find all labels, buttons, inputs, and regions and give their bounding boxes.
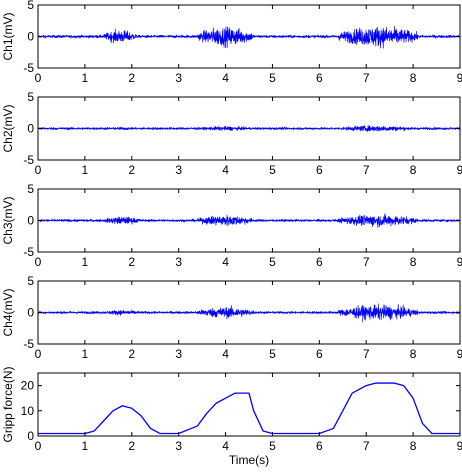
x-tick-label: 6 <box>316 439 323 453</box>
x-tick-label: 2 <box>128 163 135 177</box>
x-tick-label: 5 <box>269 439 276 453</box>
x-tick-label: 3 <box>175 71 182 85</box>
y-tick-label: 0 <box>27 306 34 320</box>
x-tick-label: 6 <box>316 347 323 361</box>
x-tick-label: 7 <box>363 71 370 85</box>
x-axis-label: Time(s) <box>229 453 269 467</box>
y-tick-label: 10 <box>21 404 35 418</box>
x-tick-label: 4 <box>222 439 229 453</box>
x-tick-label: 8 <box>410 347 417 361</box>
y-axis-label: Ch3(mV) <box>1 196 15 244</box>
x-tick-label: 0 <box>35 71 42 85</box>
x-tick-label: 8 <box>410 71 417 85</box>
series-line <box>38 25 460 49</box>
series-line <box>38 213 460 228</box>
x-tick-label: 3 <box>175 163 182 177</box>
x-tick-label: 1 <box>82 71 89 85</box>
y-tick-label: 20 <box>21 379 35 393</box>
x-tick-label: 1 <box>82 255 89 269</box>
x-tick-label: 0 <box>35 439 42 453</box>
y-axis-label: Ch1(mV) <box>1 12 15 60</box>
y-tick-label: -5 <box>23 245 34 259</box>
y-tick-label: -5 <box>23 337 34 351</box>
x-tick-label: 9 <box>457 71 462 85</box>
y-tick-label: -5 <box>23 153 34 167</box>
x-tick-label: 6 <box>316 71 323 85</box>
x-tick-label: 6 <box>316 255 323 269</box>
x-tick-label: 7 <box>363 347 370 361</box>
x-tick-label: 7 <box>363 163 370 177</box>
x-tick-label: 5 <box>269 347 276 361</box>
y-tick-label: 5 <box>27 274 34 288</box>
y-tick-label: -5 <box>23 61 34 75</box>
x-tick-label: 3 <box>175 439 182 453</box>
x-tick-label: 0 <box>35 163 42 177</box>
plot-frame <box>37 372 461 437</box>
x-tick-label: 4 <box>222 71 229 85</box>
series-line <box>38 382 460 435</box>
x-tick-label: 2 <box>128 71 135 85</box>
x-tick-label: 4 <box>222 163 229 177</box>
x-tick-label: 7 <box>363 439 370 453</box>
x-tick-label: 3 <box>175 255 182 269</box>
x-tick-label: 2 <box>128 255 135 269</box>
x-tick-label: 5 <box>269 255 276 269</box>
series-line <box>38 303 460 323</box>
x-tick-label: 0 <box>35 347 42 361</box>
x-tick-label: 8 <box>410 163 417 177</box>
y-tick-label: 5 <box>27 90 34 104</box>
y-tick-label: 0 <box>27 214 34 228</box>
y-tick-label: 5 <box>27 182 34 196</box>
y-axis-label: Ch4(mV) <box>1 288 15 336</box>
y-tick-label: 0 <box>27 30 34 44</box>
x-tick-label: 4 <box>222 255 229 269</box>
x-tick-label: 0 <box>35 255 42 269</box>
x-tick-label: 5 <box>269 163 276 177</box>
x-tick-label: 5 <box>269 71 276 85</box>
x-tick-label: 6 <box>316 163 323 177</box>
x-tick-label: 1 <box>82 163 89 177</box>
x-tick-label: 1 <box>82 439 89 453</box>
x-tick-label: 8 <box>410 439 417 453</box>
x-tick-label: 9 <box>457 255 462 269</box>
panel-5: 0 1 2 3 4 5 6 7 8 9 0 10 20 Gripp force(N) Time(s) <box>1 366 462 467</box>
x-tick-label: 3 <box>175 347 182 361</box>
x-tick-label: 1 <box>82 347 89 361</box>
y-axis-label: Ch2(mV) <box>1 104 15 152</box>
x-tick-label: 9 <box>457 439 462 453</box>
x-tick-label: 4 <box>222 347 229 361</box>
series-line <box>38 125 460 133</box>
x-tick-label: 9 <box>457 163 462 177</box>
y-tick-label: 0 <box>27 122 34 136</box>
y-axis-label: Gripp force(N) <box>1 366 15 442</box>
x-tick-label: 2 <box>128 347 135 361</box>
y-tick-label: 5 <box>27 0 34 12</box>
y-tick-label: 0 <box>27 429 34 443</box>
x-tick-label: 9 <box>457 347 462 361</box>
x-tick-label: 7 <box>363 255 370 269</box>
x-tick-label: 2 <box>128 439 135 453</box>
x-tick-label: 8 <box>410 255 417 269</box>
